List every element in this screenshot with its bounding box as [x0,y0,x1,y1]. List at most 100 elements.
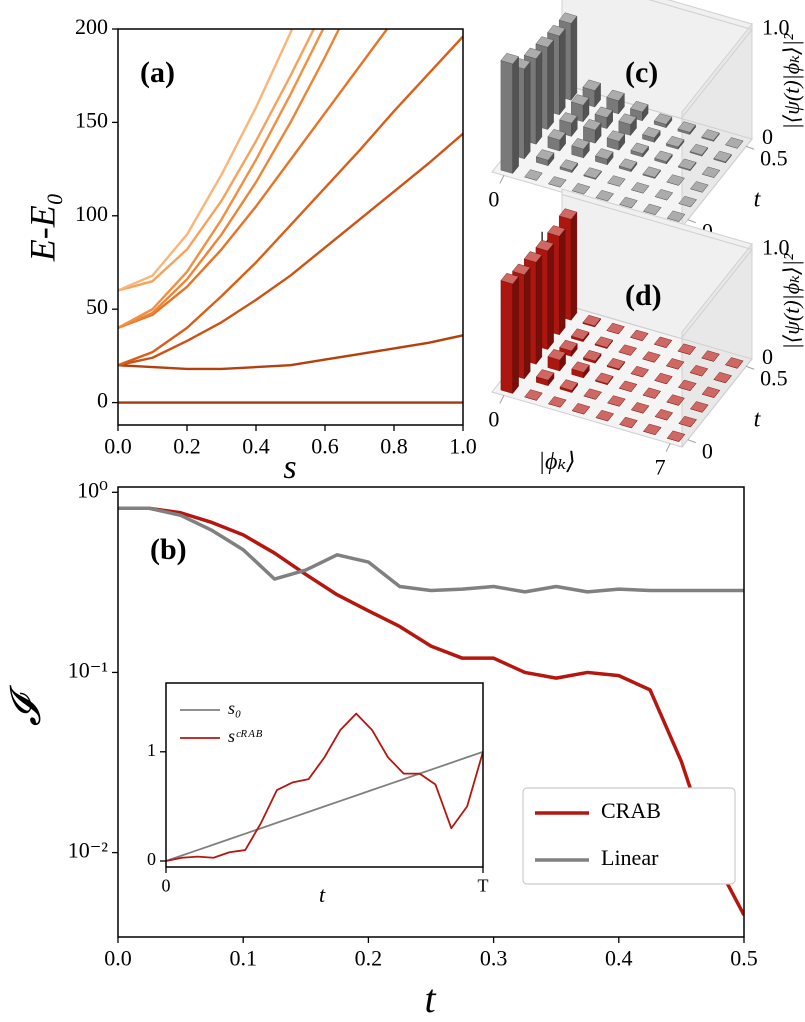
y-tick-label: 0.5 [760,365,788,390]
series-line [118,29,316,292]
bar-top [713,371,732,384]
z-tick-label: 1.0 [762,235,790,260]
bar-side [559,228,566,336]
z-tick-label: 0 [762,344,773,369]
bar [643,203,662,215]
z-tick-label: 0 [762,124,773,149]
x-tick [499,175,505,184]
x-axis-label: t [319,882,326,907]
x-tick-label: 0.1 [229,946,257,971]
bar-top [571,183,591,195]
bar-top [558,208,578,220]
bar-top [666,174,685,186]
bar-top [524,389,543,401]
bar [630,402,650,414]
bar [665,135,685,150]
bar [689,365,709,377]
bar [571,138,590,159]
bar [666,210,686,222]
bar [701,129,720,142]
bar [630,329,649,342]
bar [583,388,602,400]
axes-frame [117,486,745,938]
y-tick-label: 0.5 [760,145,788,170]
bar-top [512,263,531,276]
bar-top [547,225,566,237]
bar [595,148,614,166]
bar [594,336,614,350]
bar [642,387,661,399]
series-line [118,29,325,329]
bar [666,174,685,186]
bar-top [583,388,602,400]
bar-top [547,24,566,37]
bar [607,175,626,187]
bar-top [713,150,732,163]
bar-top [654,409,674,421]
y-tick-label: 50 [86,294,108,319]
z-tick-label: 1.0 [762,15,790,40]
y-axis-label: E-E₀ [22,193,62,262]
x-tick [499,395,505,404]
bar [524,389,543,401]
bar-top [571,403,591,415]
bar-top [630,365,649,378]
x-tick-label: 0.8 [380,434,408,459]
grid-line [561,194,753,338]
bar-top [535,239,554,252]
bar-top [583,350,602,362]
bar [666,430,686,442]
y-tick-label: 1 [147,740,156,760]
bar [654,409,674,421]
bar-top [595,189,614,202]
bar-top [524,169,543,181]
bar-top [725,357,744,369]
series-line [118,29,294,292]
bar-top [582,314,601,327]
bar-top [535,36,554,48]
bar [678,195,697,208]
bar-top [582,79,601,91]
x-axis-label: s [283,449,296,486]
bar-side [535,254,543,365]
x-tick-label: 0.0 [104,434,132,459]
series-group [118,506,744,916]
bar [559,339,578,357]
bar [595,409,614,422]
bar-top [677,343,696,355]
bar-top [630,142,649,154]
panel-label: (c) [625,56,658,89]
bar [571,403,591,415]
bar-top [654,372,673,385]
x-tick [665,443,671,452]
bar [547,349,566,372]
legend-label: s₀ [228,698,241,718]
bar-top [725,137,744,149]
bar-top [653,336,673,348]
bar-top [523,47,543,59]
y-tick [745,365,755,370]
bar-top [666,210,686,222]
bar [607,395,626,407]
bar [618,344,637,356]
bar [500,272,519,395]
bar [666,394,685,406]
bar-top [666,394,685,406]
bar-top [678,158,697,170]
bar [606,322,625,335]
bar-top [571,138,590,150]
bar [653,336,673,348]
grid-line [648,0,753,118]
series-line [118,506,744,916]
bar [606,130,626,151]
bar [642,351,661,363]
y-tick-label: 10⁻² [68,838,109,863]
bar [618,158,638,173]
bar [630,182,650,194]
bar-side [524,61,531,160]
bar [500,52,519,175]
bar-top [701,350,720,362]
bar-side [547,243,554,351]
bar-top [630,329,649,342]
bar-top [559,339,578,352]
